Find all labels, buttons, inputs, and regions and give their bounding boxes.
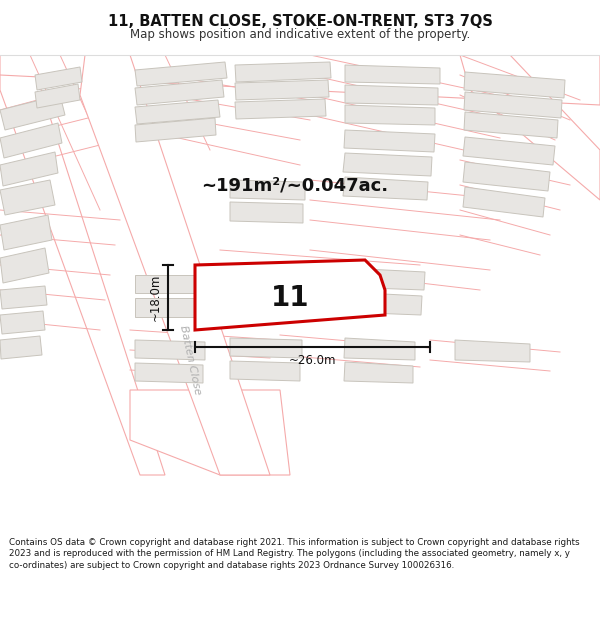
Polygon shape bbox=[344, 130, 435, 152]
Polygon shape bbox=[230, 180, 305, 200]
Polygon shape bbox=[35, 84, 80, 108]
Polygon shape bbox=[230, 361, 300, 381]
Text: Map shows position and indicative extent of the property.: Map shows position and indicative extent… bbox=[130, 28, 470, 41]
Polygon shape bbox=[345, 85, 438, 105]
Polygon shape bbox=[345, 105, 435, 125]
Text: ~26.0m: ~26.0m bbox=[289, 354, 336, 367]
Polygon shape bbox=[344, 362, 413, 383]
Text: Contains OS data © Crown copyright and database right 2021. This information is : Contains OS data © Crown copyright and d… bbox=[9, 538, 580, 570]
Polygon shape bbox=[135, 340, 205, 360]
Text: 11: 11 bbox=[271, 284, 309, 312]
Polygon shape bbox=[80, 55, 270, 475]
Polygon shape bbox=[130, 390, 290, 475]
Polygon shape bbox=[343, 292, 422, 315]
Polygon shape bbox=[0, 95, 65, 130]
Polygon shape bbox=[463, 187, 545, 217]
Polygon shape bbox=[344, 268, 425, 290]
Polygon shape bbox=[455, 340, 530, 362]
Polygon shape bbox=[230, 202, 303, 223]
Polygon shape bbox=[0, 55, 600, 105]
Polygon shape bbox=[135, 62, 227, 86]
Polygon shape bbox=[0, 180, 55, 215]
Polygon shape bbox=[0, 215, 52, 250]
Polygon shape bbox=[463, 137, 555, 165]
Polygon shape bbox=[460, 55, 600, 200]
Polygon shape bbox=[344, 338, 415, 360]
Polygon shape bbox=[235, 62, 331, 82]
Polygon shape bbox=[464, 72, 565, 98]
Polygon shape bbox=[230, 272, 305, 292]
Polygon shape bbox=[0, 123, 62, 158]
Polygon shape bbox=[195, 260, 385, 330]
Polygon shape bbox=[135, 100, 220, 124]
Polygon shape bbox=[135, 80, 224, 105]
Polygon shape bbox=[135, 298, 208, 317]
Text: Batten Close: Batten Close bbox=[178, 324, 202, 396]
Polygon shape bbox=[0, 286, 47, 309]
Polygon shape bbox=[345, 65, 440, 84]
Text: 11, BATTEN CLOSE, STOKE-ON-TRENT, ST3 7QS: 11, BATTEN CLOSE, STOKE-ON-TRENT, ST3 7Q… bbox=[107, 14, 493, 29]
Polygon shape bbox=[35, 67, 82, 90]
Polygon shape bbox=[230, 295, 303, 316]
Polygon shape bbox=[230, 338, 302, 358]
Polygon shape bbox=[135, 118, 216, 142]
Polygon shape bbox=[0, 248, 49, 283]
Polygon shape bbox=[0, 152, 58, 186]
Text: ~191m²/~0.047ac.: ~191m²/~0.047ac. bbox=[202, 176, 389, 194]
Polygon shape bbox=[135, 275, 210, 293]
Polygon shape bbox=[463, 162, 550, 191]
Polygon shape bbox=[0, 336, 42, 359]
Polygon shape bbox=[235, 99, 326, 119]
Polygon shape bbox=[0, 55, 165, 475]
Polygon shape bbox=[464, 112, 558, 138]
Polygon shape bbox=[464, 92, 562, 118]
Polygon shape bbox=[343, 177, 428, 200]
Text: ~18.0m: ~18.0m bbox=[149, 274, 161, 321]
Polygon shape bbox=[235, 80, 329, 100]
Polygon shape bbox=[0, 311, 45, 334]
Polygon shape bbox=[135, 363, 203, 383]
Polygon shape bbox=[343, 153, 432, 176]
